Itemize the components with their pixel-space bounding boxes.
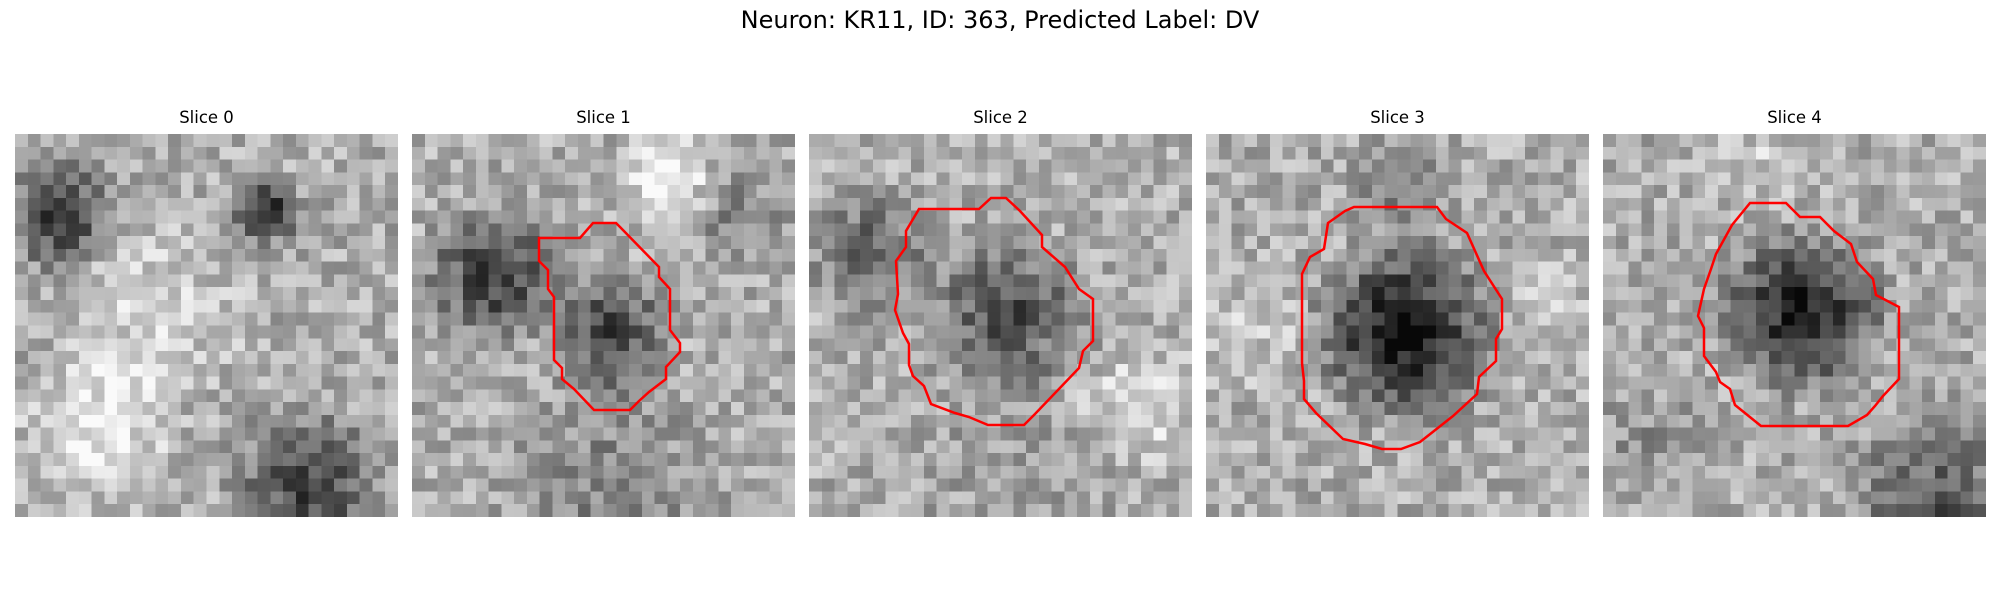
slice-image: [15, 134, 398, 517]
neuron-contour: [893, 196, 1095, 427]
slice-title: Slice 4: [1767, 108, 1822, 127]
slice-panel-4: Slice 4: [1603, 108, 1986, 517]
slice-panel-0: Slice 0: [15, 108, 398, 517]
neuron-contour: [1300, 205, 1504, 451]
neuron-contour: [537, 221, 682, 412]
neuron-contour: [1696, 201, 1901, 428]
slice-title: Slice 3: [1370, 108, 1425, 127]
slice-title: Slice 1: [576, 108, 631, 127]
slice-panel-1: Slice 1: [412, 108, 795, 517]
figure-title: Neuron: KR11, ID: 363, Predicted Label: …: [740, 6, 1260, 34]
slice-title: Slice 2: [973, 108, 1028, 127]
slice-panel-3: Slice 3: [1206, 108, 1589, 517]
slice-image: [412, 134, 795, 517]
slice-panel-2: Slice 2: [809, 108, 1192, 517]
slice-title: Slice 0: [179, 108, 234, 127]
slice-image: [1603, 134, 1986, 517]
slice-image: [1206, 134, 1589, 517]
